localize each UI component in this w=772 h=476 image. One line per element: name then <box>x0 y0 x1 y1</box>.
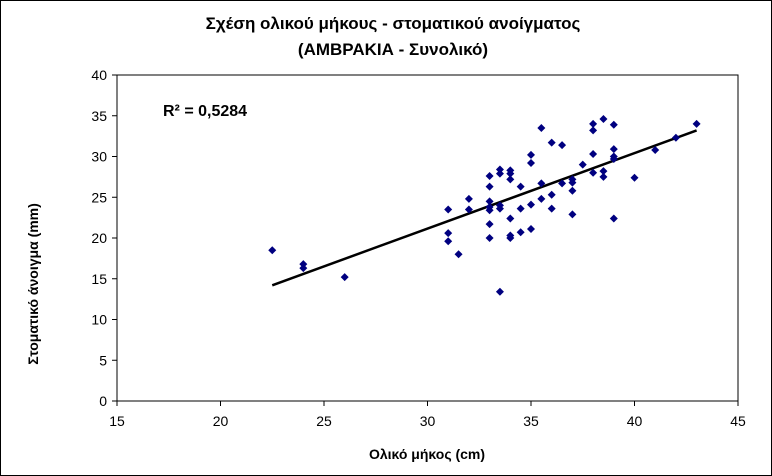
data-point <box>630 173 639 182</box>
data-point <box>268 246 277 255</box>
data-point <box>537 194 546 203</box>
x-axis-ticks: 15 20 25 30 35 40 45 <box>109 401 746 429</box>
data-point <box>454 250 463 259</box>
data-point <box>527 150 535 159</box>
r-squared-annotation: R² = 0,5284 <box>163 103 247 120</box>
data-point <box>568 186 577 195</box>
data-point <box>568 178 577 187</box>
y-tick-label: 15 <box>91 271 107 287</box>
x-tick-label: 20 <box>213 413 229 429</box>
x-tick-label: 15 <box>109 413 125 429</box>
chart-title: Σχέση ολικού μήκους - στοματικού ανοίγμα… <box>206 14 581 33</box>
data-point <box>485 206 494 215</box>
data-point <box>485 234 494 242</box>
y-tick-label: 40 <box>91 67 107 83</box>
data-point <box>527 225 535 234</box>
data-point <box>444 237 453 246</box>
y-tick-label: 30 <box>91 149 107 165</box>
data-point <box>589 168 598 177</box>
y-axis-title: Στοματικό άνοιγμα (mm) <box>25 203 41 365</box>
data-point <box>506 175 515 184</box>
chart-subtitle: (ΑΜΒΡΑΚΙΑ - Συνολικό) <box>298 40 488 59</box>
data-point <box>485 182 494 191</box>
data-point <box>464 205 473 214</box>
y-tick-label: 20 <box>91 230 107 246</box>
data-point <box>589 119 598 128</box>
y-tick-label: 10 <box>91 312 107 328</box>
data-point <box>547 138 556 147</box>
data-point <box>537 179 546 188</box>
data-point <box>495 165 504 174</box>
x-tick-label: 25 <box>316 413 332 429</box>
data-point <box>506 234 515 242</box>
data-point <box>485 220 494 229</box>
trendline <box>271 129 698 287</box>
data-point <box>299 260 308 269</box>
data-point <box>599 172 608 181</box>
y-tick-label: 5 <box>99 352 107 368</box>
data-point <box>516 182 525 191</box>
data-point <box>444 229 453 238</box>
data-point <box>599 115 608 124</box>
data-point <box>609 145 618 154</box>
y-tick-label: 0 <box>99 393 107 409</box>
data-point <box>527 200 535 209</box>
data-point <box>506 169 515 178</box>
data-point <box>516 228 525 237</box>
data-point <box>516 204 525 213</box>
data-point <box>671 133 680 142</box>
data-point <box>485 172 494 181</box>
data-point <box>485 197 494 206</box>
x-tick-label: 45 <box>730 413 746 429</box>
data-point <box>444 205 453 214</box>
data-point <box>599 167 608 176</box>
plot-area <box>116 74 739 402</box>
y-tick-label: 25 <box>91 189 107 205</box>
data-point <box>299 264 308 273</box>
data-point <box>609 154 618 163</box>
data-point <box>537 123 546 132</box>
data-point <box>506 214 515 223</box>
y-tick-label: 35 <box>91 108 107 124</box>
data-point <box>651 145 660 154</box>
data-point <box>578 160 587 169</box>
data-point <box>527 159 535 168</box>
data-point <box>589 126 598 135</box>
data-points <box>268 115 701 296</box>
y-axis-ticks: 0 5 10 15 20 25 30 35 40 <box>91 67 117 409</box>
x-tick-label: 35 <box>523 413 539 429</box>
data-point <box>568 210 577 219</box>
data-point <box>340 273 349 282</box>
x-axis-title: Ολικό μήκος (cm) <box>369 446 485 462</box>
data-point <box>558 179 567 188</box>
data-point <box>589 150 598 159</box>
data-point <box>547 204 556 213</box>
data-point <box>692 119 701 128</box>
data-point <box>495 169 504 178</box>
data-point <box>609 120 618 129</box>
data-point <box>495 287 504 296</box>
x-tick-label: 40 <box>627 413 643 429</box>
data-point <box>558 141 567 150</box>
data-point <box>609 214 618 223</box>
data-point <box>495 204 504 213</box>
data-point <box>547 190 556 199</box>
x-tick-label: 30 <box>420 413 436 429</box>
data-point <box>464 194 473 203</box>
